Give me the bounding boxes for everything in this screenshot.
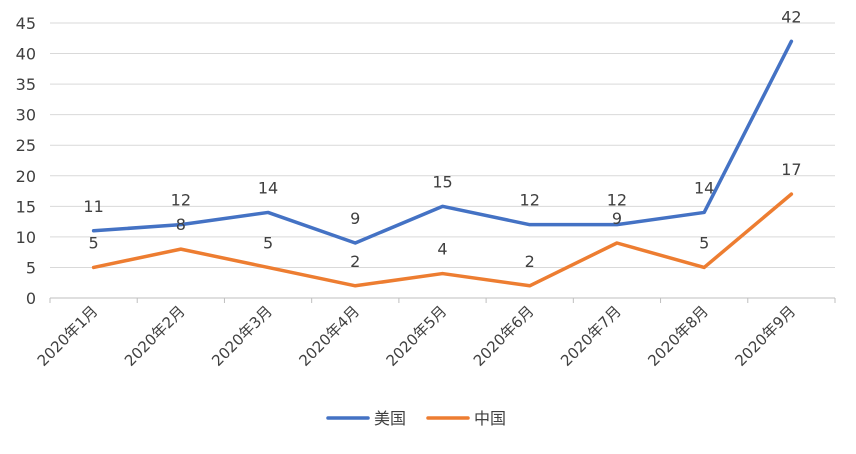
- gridlines: [50, 22, 835, 299]
- data-label: 12: [171, 191, 191, 210]
- data-label: 11: [83, 197, 103, 216]
- x-tick-label: 2020年6月: [470, 302, 538, 370]
- x-tick-label: 2020年4月: [295, 302, 363, 370]
- x-tick-label: 2020年9月: [732, 302, 800, 370]
- x-tick-label: 2020年2月: [121, 302, 189, 370]
- y-axis: 0 5 10 15 20 25 30 35 40 45: [16, 14, 36, 308]
- y-tick-label: 10: [16, 228, 36, 247]
- y-tick-label: 20: [16, 167, 36, 186]
- data-label: 5: [263, 233, 273, 252]
- y-tick-label: 0: [26, 289, 36, 308]
- data-label: 5: [699, 233, 709, 252]
- data-label: 12: [520, 191, 540, 210]
- x-tick-label: 2020年7月: [557, 302, 625, 370]
- data-label: 14: [694, 178, 714, 197]
- data-label: 4: [437, 240, 447, 259]
- data-label: 9: [350, 209, 360, 228]
- data-label: 5: [89, 233, 99, 252]
- y-tick-label: 25: [16, 136, 36, 155]
- data-label: 8: [176, 215, 186, 234]
- y-tick-label: 40: [16, 45, 36, 64]
- series-lines: [91, 39, 794, 288]
- x-axis: 2020年1月 2020年2月 2020年3月 2020年4月 2020年5月 2020年…: [34, 298, 836, 370]
- x-tick-label: 2020年1月: [34, 302, 102, 370]
- y-tick-label: 35: [16, 75, 36, 94]
- y-tick-label: 45: [16, 14, 36, 33]
- legend-label: 美国: [374, 409, 406, 428]
- x-tick-label: 2020年3月: [208, 302, 276, 370]
- data-label: 15: [432, 172, 452, 191]
- data-label: 17: [781, 160, 801, 179]
- data-label: 12: [607, 191, 627, 210]
- legend: 美国 中国: [326, 409, 506, 428]
- x-tick-label: 2020年8月: [644, 302, 712, 370]
- data-label: 42: [781, 7, 801, 26]
- y-tick-label: 15: [16, 197, 36, 216]
- series-line-0: [91, 39, 794, 245]
- data-label: 9: [612, 209, 622, 228]
- x-tick-label: 2020年5月: [383, 302, 451, 370]
- data-label: 2: [350, 252, 360, 271]
- data-label: 14: [258, 178, 278, 197]
- y-tick-label: 5: [26, 258, 36, 277]
- data-label: 2: [525, 252, 535, 271]
- y-tick-label: 30: [16, 106, 36, 125]
- series-line-1: [91, 192, 794, 288]
- legend-label: 中国: [474, 409, 506, 428]
